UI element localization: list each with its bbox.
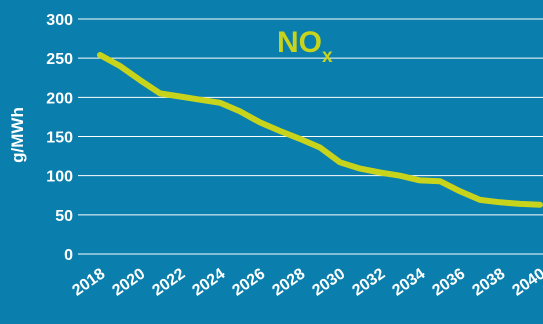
chart-title: NOx [277, 26, 333, 67]
y-tick-label: 200 [46, 90, 73, 107]
y-axis-title: g/MWh [8, 107, 27, 163]
y-tick-label: 150 [46, 130, 73, 147]
y-tick-label: 300 [46, 12, 73, 29]
chart-title-subscript: x [322, 46, 333, 67]
y-tick-label: 100 [46, 169, 73, 186]
chart-title-main: NO [277, 26, 322, 59]
y-tick-label: 50 [55, 208, 73, 225]
gridlines [78, 18, 543, 255]
y-tick-label: 0 [64, 247, 73, 264]
y-tick-label: 250 [46, 51, 73, 68]
nox-series-line [97, 52, 543, 208]
y-axis-tick-labels: 0 50 100 150 200 250 300 [46, 12, 73, 264]
